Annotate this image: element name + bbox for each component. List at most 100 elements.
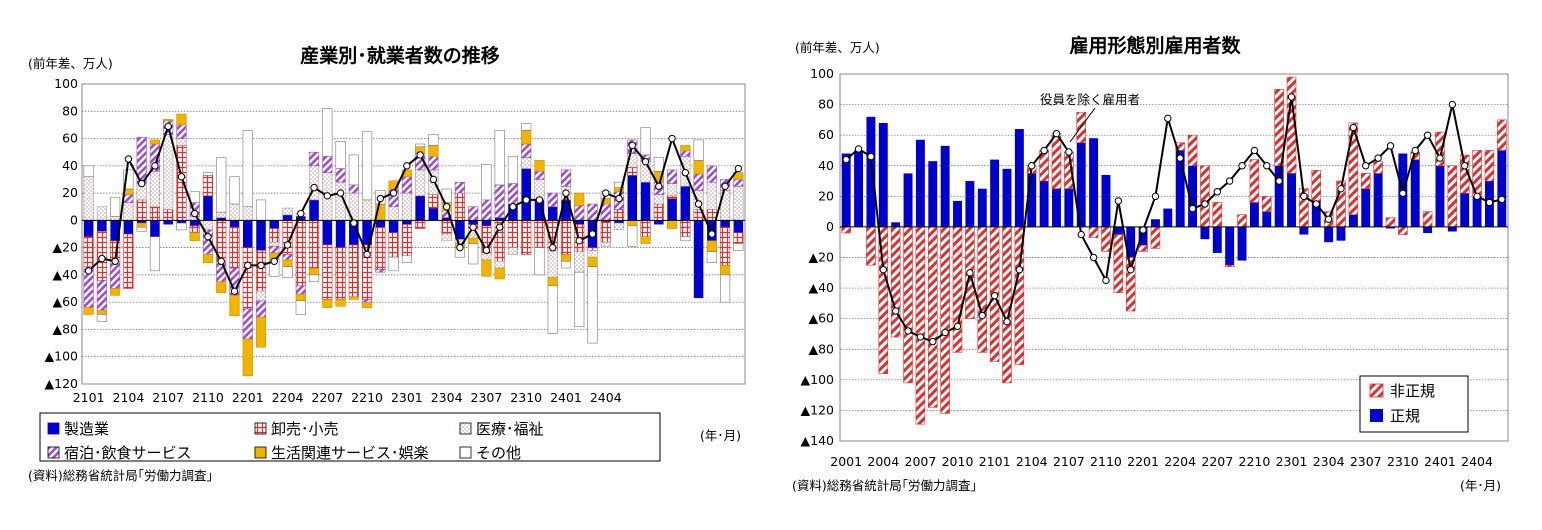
chart1-legend-label: 生活関連サービス･娯楽: [271, 444, 429, 462]
chart1-bar-manufacturing: [229, 220, 240, 228]
chart2-bar-regular: [953, 200, 962, 227]
chart2-bar-regular: [1324, 226, 1334, 243]
chart1-bar-other: [362, 131, 373, 201]
chart1-bar-other: [295, 300, 306, 315]
chart1-bar-wholesale: [627, 166, 638, 176]
chart2-bar-regular: [1014, 129, 1024, 227]
chart2-y-tick: ▲40: [808, 280, 834, 295]
chart1-total-point: [151, 162, 159, 170]
chart1-bar-living: [229, 295, 240, 317]
chart1-bar-wholesale: [680, 220, 691, 238]
chart1-bar-medical: [415, 169, 426, 197]
chart1-bar-living: [176, 113, 187, 126]
chart1-bar-hotel: [507, 183, 519, 205]
chart1-bar-hotel: [362, 299, 373, 303]
chart1-bar-other: [255, 199, 267, 221]
chart1-legend-label: 医療･福祉: [476, 420, 544, 438]
chart2-bar-regular: [1052, 188, 1061, 227]
chart1-bar-living: [189, 232, 200, 242]
chart1-bar-other: [322, 108, 333, 157]
chart1-x-tick: 2107: [152, 390, 184, 405]
chart1-bar-living: [547, 277, 558, 287]
chart2-bar-regular: [1200, 226, 1210, 240]
chart2-bar-nonregular: [1311, 170, 1322, 202]
chart1-bar-hotel: [494, 184, 505, 218]
chart1-bar-wholesale: [269, 228, 280, 243]
chart1-bar-hotel: [428, 155, 439, 171]
chart1-bar-wholesale: [388, 232, 399, 258]
chart2-total-point: [1188, 204, 1197, 213]
chart1-bar-wholesale: [202, 175, 214, 197]
chart2-bar-regular: [1113, 226, 1123, 235]
chart1-total-point: [204, 233, 212, 241]
chart1-total-point: [111, 257, 119, 265]
chart2-total-point: [1201, 200, 1209, 208]
chart2-source: (資料)総務省統計局｢労働力調査｣: [792, 478, 977, 493]
chart1-bar-hotel: [242, 308, 253, 340]
chart2-bar-nonregular: [1150, 226, 1161, 249]
chart1-bar-medical: [83, 176, 94, 221]
chart1-bar-manufacturing: [600, 220, 611, 222]
chart1-bar-medical: [242, 206, 253, 221]
chart2-total-point: [1287, 93, 1296, 101]
chart1-bar-medical: [653, 194, 664, 205]
chart1-bar-living: [348, 296, 359, 300]
chart1-bar-other: [123, 169, 134, 190]
chart1-bar-living: [242, 338, 253, 377]
chart1-bar-manufacturing: [441, 217, 452, 221]
chart1-bar-other: [136, 226, 147, 232]
chart2-total-point: [1250, 146, 1259, 155]
chart1-bar-manufacturing: [534, 199, 545, 221]
chart1-y-tick: ▲80: [52, 321, 78, 336]
chart1-bar-medical: [123, 202, 134, 221]
chart1-bar-wholesale: [613, 209, 625, 221]
chart1-bar-medical: [587, 250, 598, 258]
chart2-y-tick: ▲80: [808, 341, 834, 356]
chart2-total-point: [1300, 192, 1308, 201]
chart1-bar-hotel: [534, 170, 545, 180]
chart2-bar-nonregular: [903, 226, 913, 384]
chart2-bar-regular: [1138, 226, 1148, 246]
chart1-bar-living: [560, 254, 572, 262]
chart2-bar-nonregular: [1113, 234, 1124, 293]
chart2-total-point: [867, 152, 875, 161]
chart2-total-point: [1498, 195, 1506, 204]
chart2-bar-nonregular: [977, 226, 988, 353]
chart2-total-point: [1052, 129, 1061, 138]
chart1-bar-wholesale: [123, 233, 134, 289]
chart2-bar-nonregular: [1138, 244, 1148, 252]
chart2-y-tick: 60: [818, 127, 834, 142]
chart1-total-line: [87, 122, 740, 294]
chart1-bar-manufacturing: [322, 220, 333, 245]
chart2-legend-swatch-regular: [1370, 409, 1383, 422]
chart1-total-point: [376, 194, 385, 203]
chart2-total-point: [879, 266, 887, 274]
chart1-total-point: [403, 162, 411, 170]
chart1-y-tick: 100: [54, 76, 78, 91]
chart1-bar-other: [521, 123, 532, 131]
chart2-total-point: [1485, 198, 1494, 207]
chart1-total-point: [84, 267, 93, 275]
chart2-x-label: (年･月): [1460, 478, 1501, 493]
chart1-total-point: [191, 209, 199, 218]
chart2-bar-regular: [1373, 173, 1383, 227]
chart2-total-point: [941, 328, 949, 337]
chart2-bar-regular: [1126, 226, 1136, 258]
chart1-y-tick: ▲120: [45, 376, 79, 391]
chart2-bar-regular: [965, 181, 975, 227]
chart1-bar-wholesale: [401, 224, 412, 257]
chart1-total-point: [522, 196, 530, 204]
chart1-bar-living: [666, 220, 678, 229]
chart1-bar-medical: [574, 251, 585, 273]
chart2-total-point: [1065, 148, 1073, 156]
chart2-total-point: [1127, 266, 1135, 274]
chart2-bar-regular: [1188, 165, 1198, 227]
chart2-total-point: [1275, 177, 1283, 185]
chart1-total-point: [655, 182, 663, 190]
chart1-bar-manufacturing: [733, 220, 744, 233]
chart2-total-point: [1374, 154, 1382, 162]
chart1-x-label: (年･月): [700, 428, 741, 443]
chart1-bar-manufacturing: [97, 220, 107, 232]
chart2-bar-nonregular: [1422, 211, 1433, 228]
chart1-bar-hotel: [560, 169, 572, 187]
